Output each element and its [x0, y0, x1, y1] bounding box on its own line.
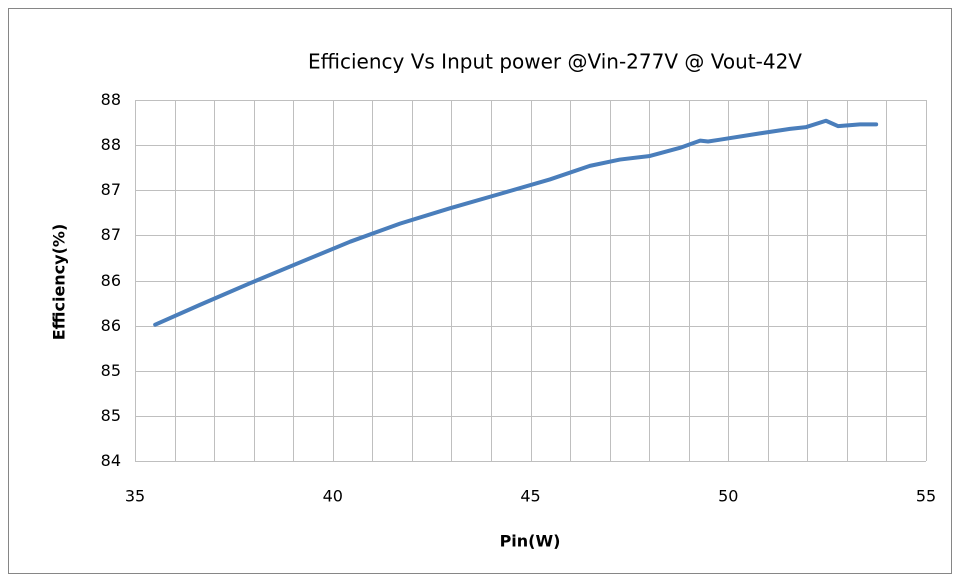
y-axis-label: Efficiency(%): [50, 224, 69, 341]
y-tick-label: 84: [101, 451, 121, 470]
y-tick-label: 87: [101, 225, 121, 244]
y-tick-label: 86: [101, 316, 121, 335]
x-tick-label: 35: [125, 487, 145, 506]
x-tick-label: 40: [323, 487, 343, 506]
y-tick-label: 85: [101, 361, 121, 380]
y-tick-label: 88: [101, 90, 121, 109]
chart-title: Efficiency Vs Input power @Vin-277V @ Vo…: [308, 50, 802, 74]
y-tick-label: 88: [101, 135, 121, 154]
y-tick-label: 86: [101, 271, 121, 290]
y-tick-label: 85: [101, 406, 121, 425]
x-axis-label: Pin(W): [500, 532, 561, 551]
data-line: [153, 118, 879, 327]
x-tick-label: 50: [718, 487, 738, 506]
chart-frame: [8, 8, 952, 574]
x-tick-label: 55: [916, 487, 936, 506]
x-tick-label: 45: [520, 487, 540, 506]
y-tick-label: 87: [101, 180, 121, 199]
